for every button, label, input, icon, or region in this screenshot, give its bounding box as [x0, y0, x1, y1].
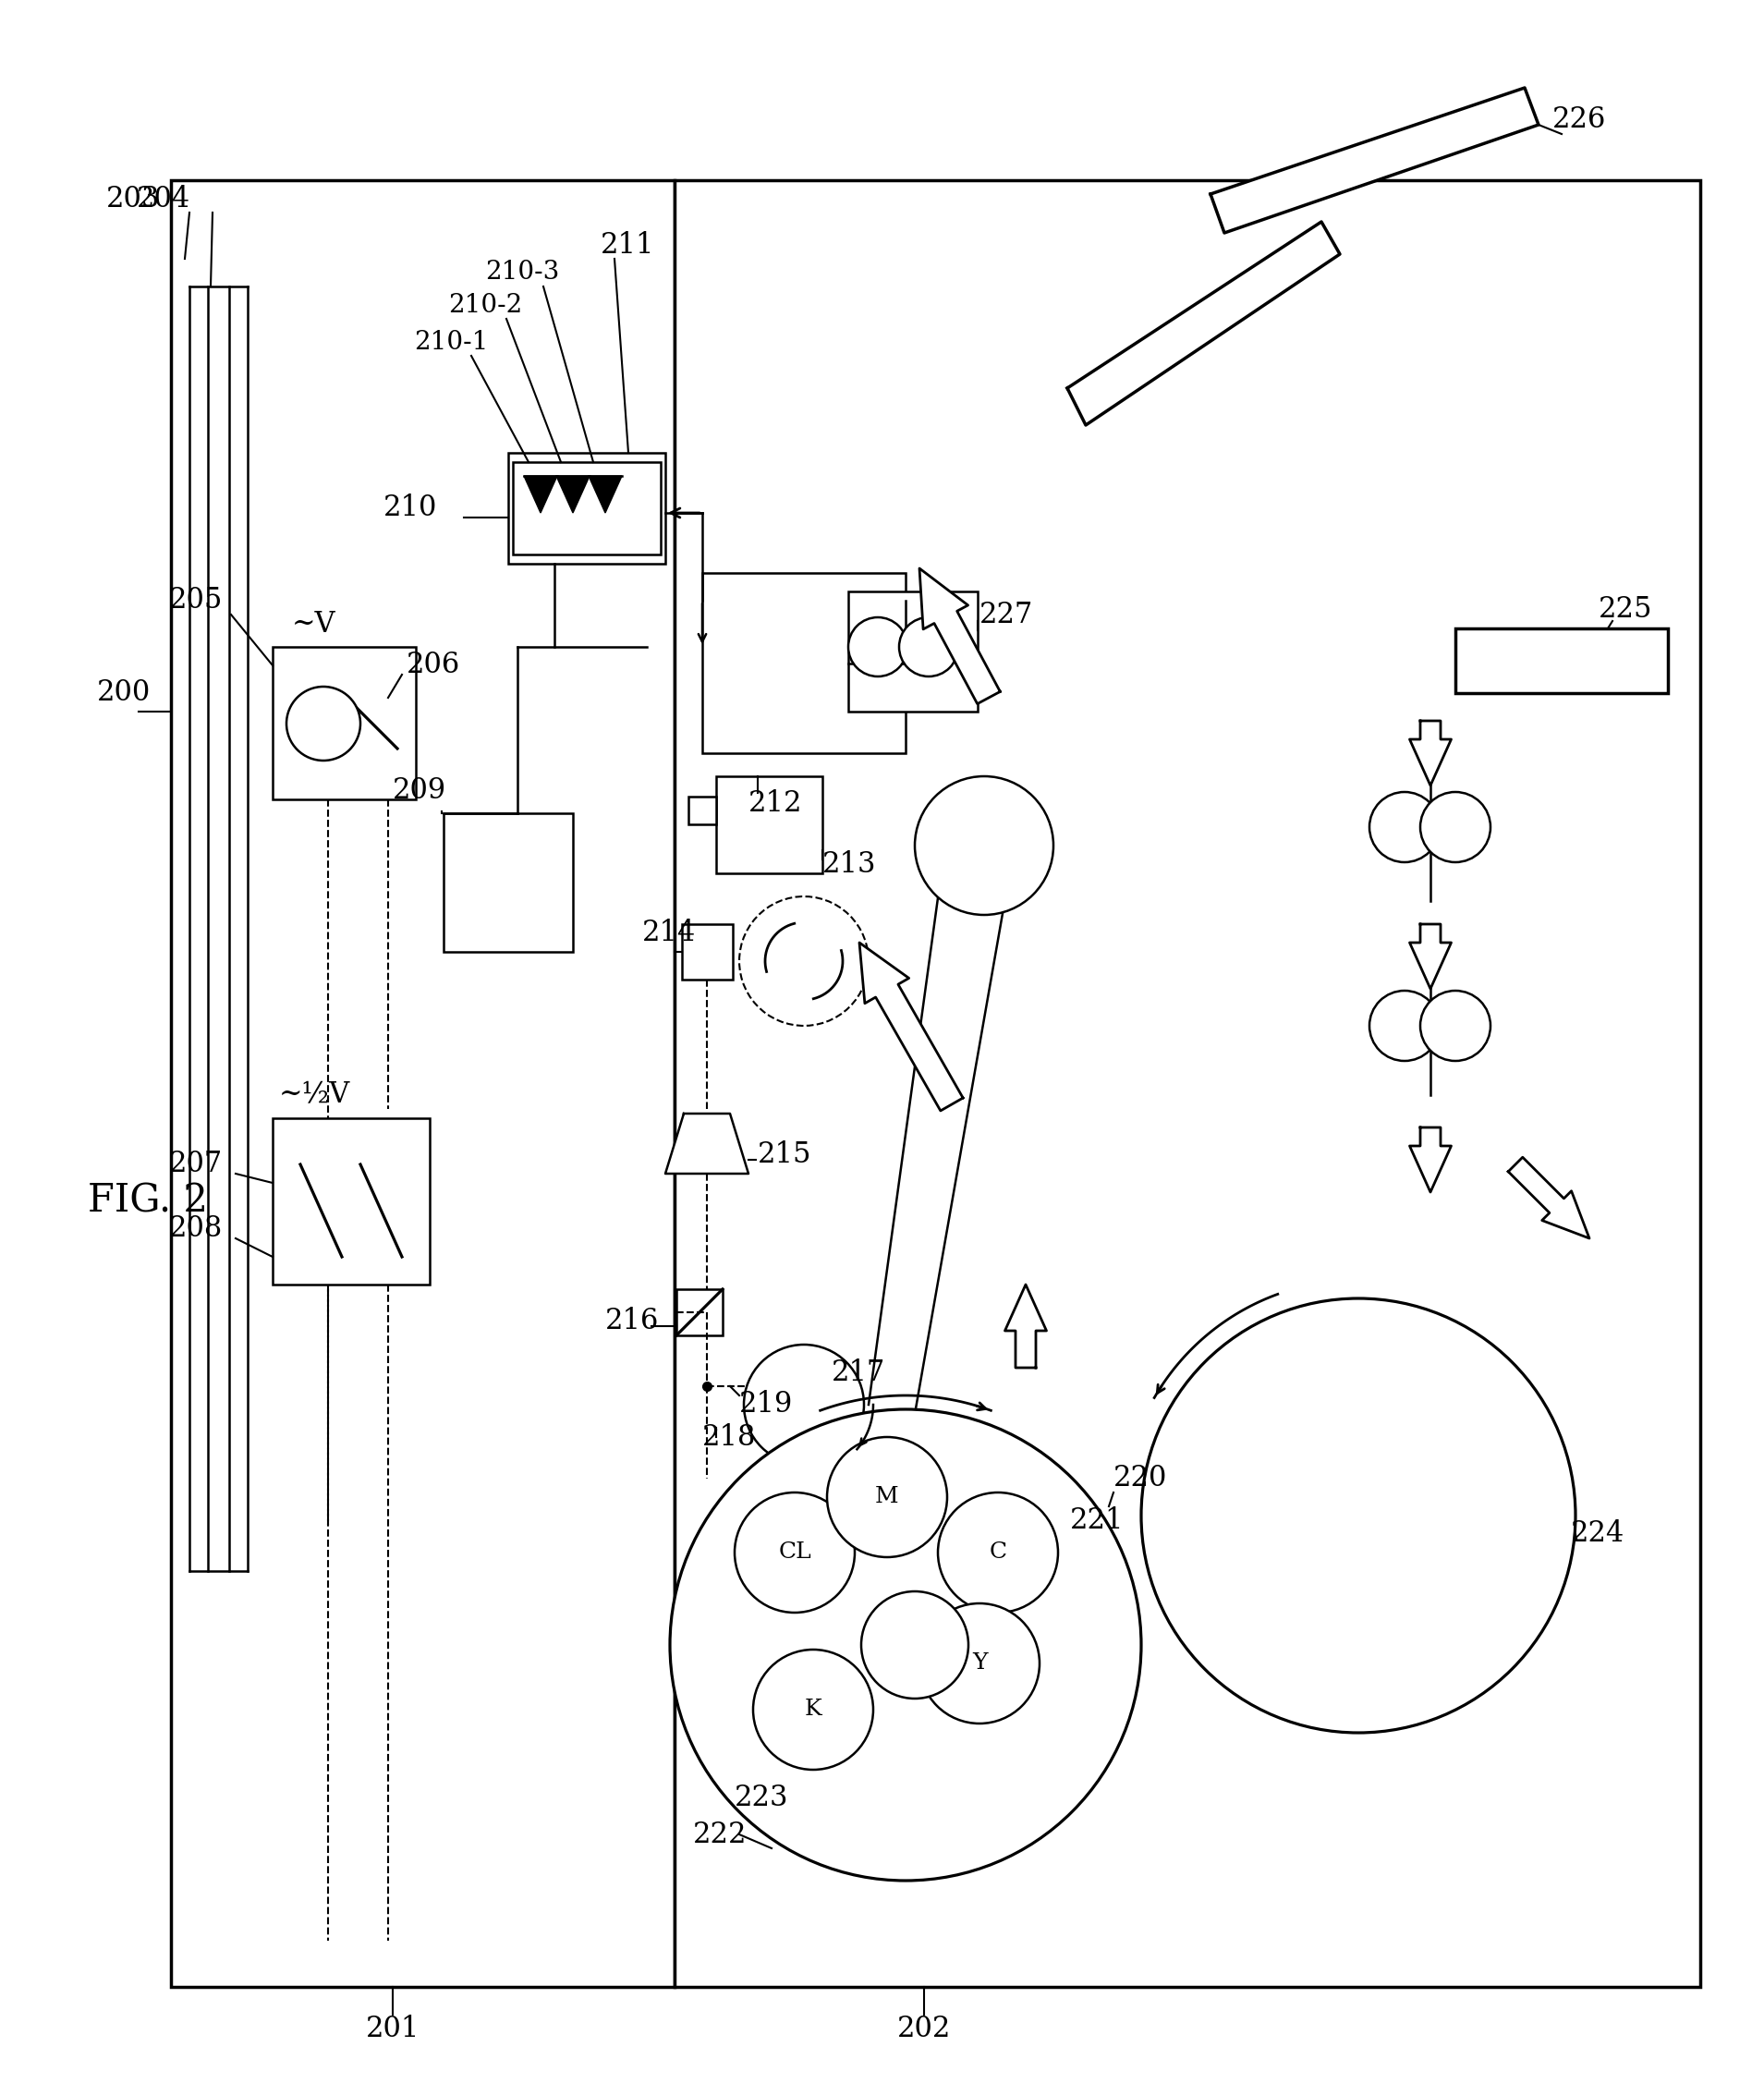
Circle shape [919, 1604, 1039, 1723]
Text: 210-2: 210-2 [448, 292, 522, 317]
Text: 200: 200 [97, 679, 152, 708]
Circle shape [670, 1410, 1141, 1881]
Text: 210: 210 [383, 494, 437, 523]
Text: 206: 206 [406, 652, 460, 679]
Text: K: K [804, 1700, 822, 1721]
Text: 226: 226 [1552, 106, 1607, 135]
Circle shape [1420, 992, 1491, 1060]
Text: 218: 218 [702, 1423, 757, 1452]
Circle shape [827, 1437, 947, 1558]
Text: 210-3: 210-3 [485, 260, 559, 285]
Polygon shape [919, 569, 1000, 704]
Text: 216: 216 [605, 1308, 660, 1335]
Bar [513, 462, 662, 554]
Text: 224: 224 [1572, 1521, 1625, 1548]
Text: ~½V: ~½V [279, 1081, 349, 1110]
Polygon shape [1067, 221, 1341, 425]
Text: 210-1: 210-1 [415, 329, 489, 354]
Text: 207: 207 [169, 1150, 222, 1179]
Text: 220: 220 [1113, 1464, 1168, 1494]
Text: 203: 203 [106, 185, 161, 212]
Circle shape [938, 1494, 1058, 1612]
Text: 205: 205 [169, 585, 222, 614]
Text: 204: 204 [138, 185, 191, 212]
Circle shape [916, 777, 1053, 914]
Circle shape [1369, 792, 1439, 862]
Circle shape [1420, 792, 1491, 862]
Bar [508, 452, 665, 564]
Bar [716, 777, 822, 873]
Text: 208: 208 [169, 1214, 222, 1244]
Circle shape [1369, 992, 1439, 1060]
Text: 215: 215 [759, 1141, 811, 1169]
Polygon shape [589, 475, 623, 512]
Text: 214: 214 [642, 919, 697, 948]
Polygon shape [1409, 1127, 1452, 1191]
Circle shape [734, 1494, 856, 1612]
Bar [273, 1119, 430, 1285]
Text: C: C [990, 1541, 1007, 1562]
Text: 227: 227 [979, 600, 1034, 629]
Circle shape [744, 1346, 864, 1464]
Text: 202: 202 [898, 2014, 951, 2043]
Polygon shape [524, 475, 557, 512]
Polygon shape [1508, 1158, 1589, 1237]
Text: FIG. 2: FIG. 2 [88, 1181, 208, 1221]
Circle shape [861, 1591, 968, 1698]
Text: M: M [875, 1487, 900, 1508]
Bar [683, 925, 732, 979]
Bar [443, 812, 573, 952]
Polygon shape [556, 475, 589, 512]
Bar [702, 573, 905, 754]
Polygon shape [859, 944, 963, 1110]
Circle shape [286, 687, 360, 760]
Bar [674, 181, 1700, 1987]
Polygon shape [1210, 87, 1538, 233]
Text: CL: CL [778, 1541, 811, 1562]
Text: 212: 212 [748, 789, 803, 819]
Text: 201: 201 [365, 2014, 420, 2043]
Bar [273, 648, 416, 800]
Text: Y: Y [972, 1652, 988, 1675]
Text: 221: 221 [1071, 1506, 1124, 1535]
Polygon shape [1005, 1285, 1046, 1369]
Text: 213: 213 [822, 850, 877, 879]
Text: 223: 223 [734, 1783, 789, 1812]
Text: 217: 217 [831, 1358, 886, 1387]
Text: 209: 209 [393, 775, 446, 804]
Circle shape [753, 1650, 873, 1771]
Bar [171, 181, 674, 1987]
Text: 225: 225 [1598, 596, 1653, 625]
Circle shape [848, 617, 907, 677]
Text: ~V: ~V [293, 610, 337, 637]
Text: 211: 211 [600, 231, 654, 258]
Text: 219: 219 [739, 1389, 794, 1419]
Bar [676, 1289, 723, 1335]
Circle shape [1141, 1298, 1575, 1733]
Bar [848, 592, 977, 712]
Polygon shape [665, 1114, 748, 1173]
Polygon shape [1409, 925, 1452, 989]
Bar [688, 796, 716, 825]
Polygon shape [1409, 721, 1452, 785]
Bar [1455, 629, 1669, 694]
Text: 222: 222 [693, 1821, 748, 1850]
Circle shape [900, 617, 958, 677]
